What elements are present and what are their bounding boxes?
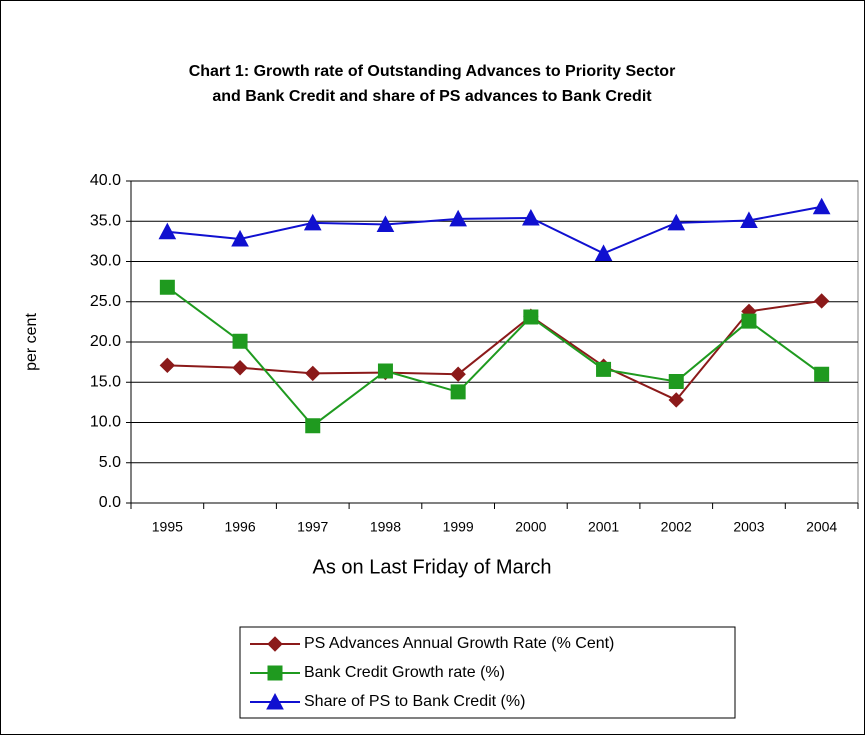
data-point bbox=[305, 365, 321, 382]
legend-box bbox=[239, 626, 736, 719]
y-tick-label: 15.0 bbox=[90, 373, 121, 390]
legend-marker bbox=[267, 636, 283, 652]
y-axis-title: per cent bbox=[23, 313, 40, 371]
x-axis-title: As on Last Friday of March bbox=[313, 556, 552, 578]
data-point bbox=[159, 357, 176, 374]
series-line bbox=[167, 205, 822, 255]
y-tick-label: 5.0 bbox=[99, 454, 121, 471]
data-point bbox=[740, 211, 758, 228]
data-point bbox=[231, 229, 249, 247]
x-tick-label: 1998 bbox=[370, 519, 401, 535]
x-tick-label: 2001 bbox=[588, 519, 619, 535]
legend-label: Bank Credit Growth rate (%) bbox=[304, 664, 505, 681]
x-tick-label: 1999 bbox=[443, 519, 474, 535]
data-point bbox=[814, 366, 830, 382]
chart-title: and Bank Credit and share of PS advances… bbox=[212, 88, 652, 105]
y-tick-label: 40.0 bbox=[90, 172, 121, 189]
y-tick-label: 10.0 bbox=[90, 414, 121, 431]
chart-title: Chart 1: Growth rate of Outstanding Adva… bbox=[189, 63, 676, 80]
x-tick-label: 1997 bbox=[297, 519, 328, 535]
data-point bbox=[522, 208, 540, 226]
data-point bbox=[449, 209, 467, 227]
y-tick-label: 0.0 bbox=[99, 494, 121, 511]
data-point bbox=[668, 392, 684, 408]
data-point bbox=[450, 384, 466, 400]
data-point bbox=[523, 309, 539, 325]
y-tick-label: 20.0 bbox=[90, 333, 121, 350]
data-point bbox=[596, 361, 612, 377]
data-point bbox=[303, 213, 322, 231]
series-line bbox=[166, 286, 823, 428]
data-point bbox=[158, 222, 177, 240]
data-point bbox=[232, 360, 248, 376]
x-tick-label: 1995 bbox=[152, 519, 183, 535]
y-tick-label: 30.0 bbox=[90, 253, 121, 270]
y-tick-label: 35.0 bbox=[90, 212, 121, 229]
x-tick-label: 2002 bbox=[661, 519, 692, 535]
x-tick-label: 2000 bbox=[515, 519, 546, 535]
y-tick-label: 25.0 bbox=[90, 293, 121, 310]
data-point bbox=[232, 333, 248, 349]
data-point bbox=[594, 244, 613, 261]
data-point bbox=[305, 418, 321, 434]
data-point bbox=[376, 215, 395, 232]
x-tick-label: 2004 bbox=[806, 519, 837, 535]
legend-label: PS Advances Annual Growth Rate (% Cent) bbox=[304, 635, 614, 652]
x-tick-label: 2003 bbox=[733, 519, 764, 535]
legend-label: Share of PS to Bank Credit (%) bbox=[304, 693, 525, 710]
data-point bbox=[813, 293, 830, 309]
data-point bbox=[159, 279, 175, 295]
data-point bbox=[667, 213, 686, 231]
data-point bbox=[668, 373, 684, 389]
data-point bbox=[377, 363, 393, 379]
legend-marker bbox=[266, 692, 284, 710]
data-point bbox=[812, 197, 831, 215]
data-point bbox=[450, 366, 466, 382]
data-point bbox=[741, 313, 757, 329]
series-line bbox=[167, 299, 822, 402]
legend-marker bbox=[267, 665, 283, 681]
x-tick-label: 1996 bbox=[224, 519, 255, 535]
